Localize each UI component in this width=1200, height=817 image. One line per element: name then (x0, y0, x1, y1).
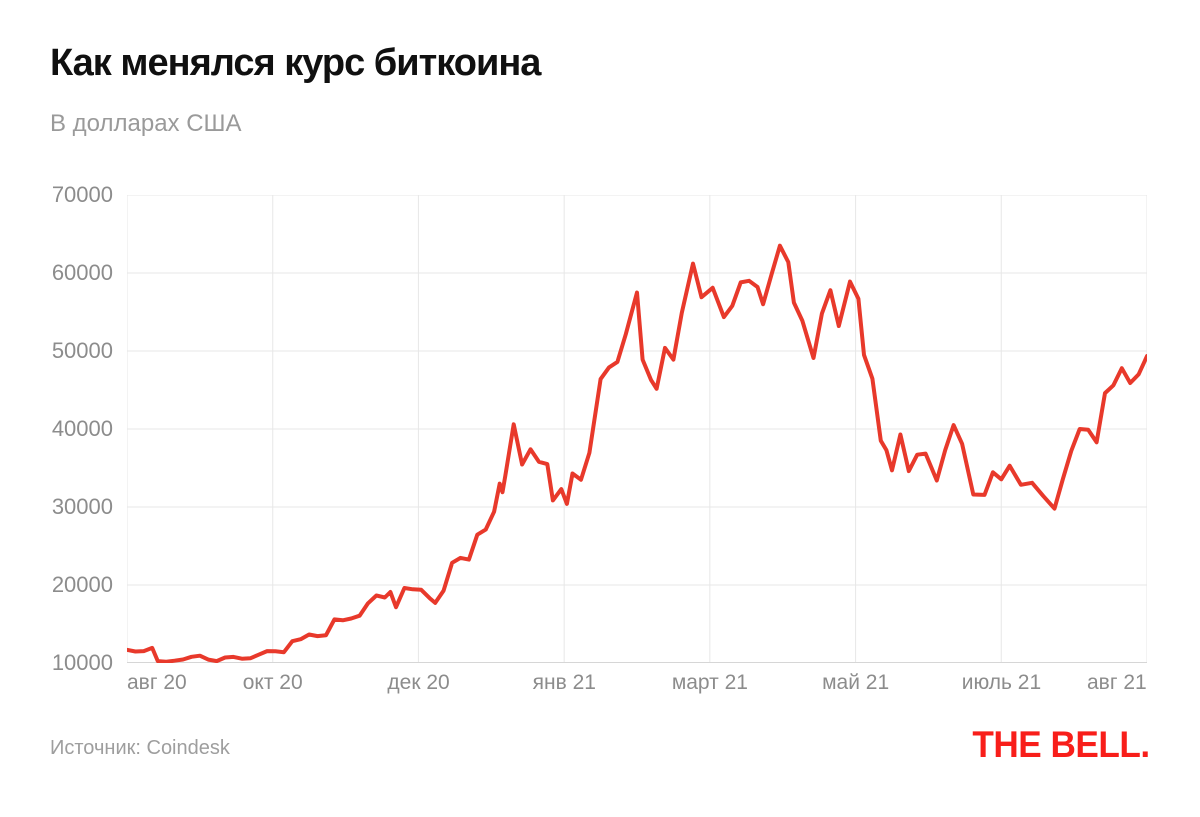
plot-area (125, 194, 1149, 664)
y-tick-label: 40000 (51, 416, 113, 441)
y-tick-label: 70000 (51, 182, 113, 207)
chart-subtitle: В долларах США (50, 110, 242, 137)
x-tick-label: июль 21 (961, 671, 1042, 694)
source-note: Источник: Coindesk (50, 737, 230, 759)
price-line-chart (125, 194, 1149, 664)
btc-price-line (125, 243, 1149, 664)
x-tick-label: авг 20 (127, 671, 187, 694)
chart-title: Как менялся курс биткоина (50, 42, 541, 84)
x-tick-label: май 21 (822, 671, 890, 694)
y-axis: 10000 20000 30000 40000 50000 60000 70000 (0, 0, 113, 817)
y-tick-label: 10000 (51, 650, 113, 675)
y-tick-label: 30000 (51, 494, 113, 519)
x-axis: авг 20 окт 20 дек 20 янв 21 март 21 май 21 июл… (127, 671, 1147, 701)
the-bell-logo: THE BELL. (972, 724, 1151, 765)
x-tick-label: авг 21 (1087, 671, 1147, 694)
x-tick-label: окт 20 (242, 671, 303, 694)
x-tick-label: март 21 (671, 671, 748, 694)
x-tick-label: янв 21 (532, 671, 596, 694)
x-tick-label: дек 20 (387, 671, 450, 694)
y-tick-label: 50000 (51, 338, 113, 363)
y-tick-label: 20000 (51, 572, 113, 597)
y-tick-label: 60000 (51, 260, 113, 285)
